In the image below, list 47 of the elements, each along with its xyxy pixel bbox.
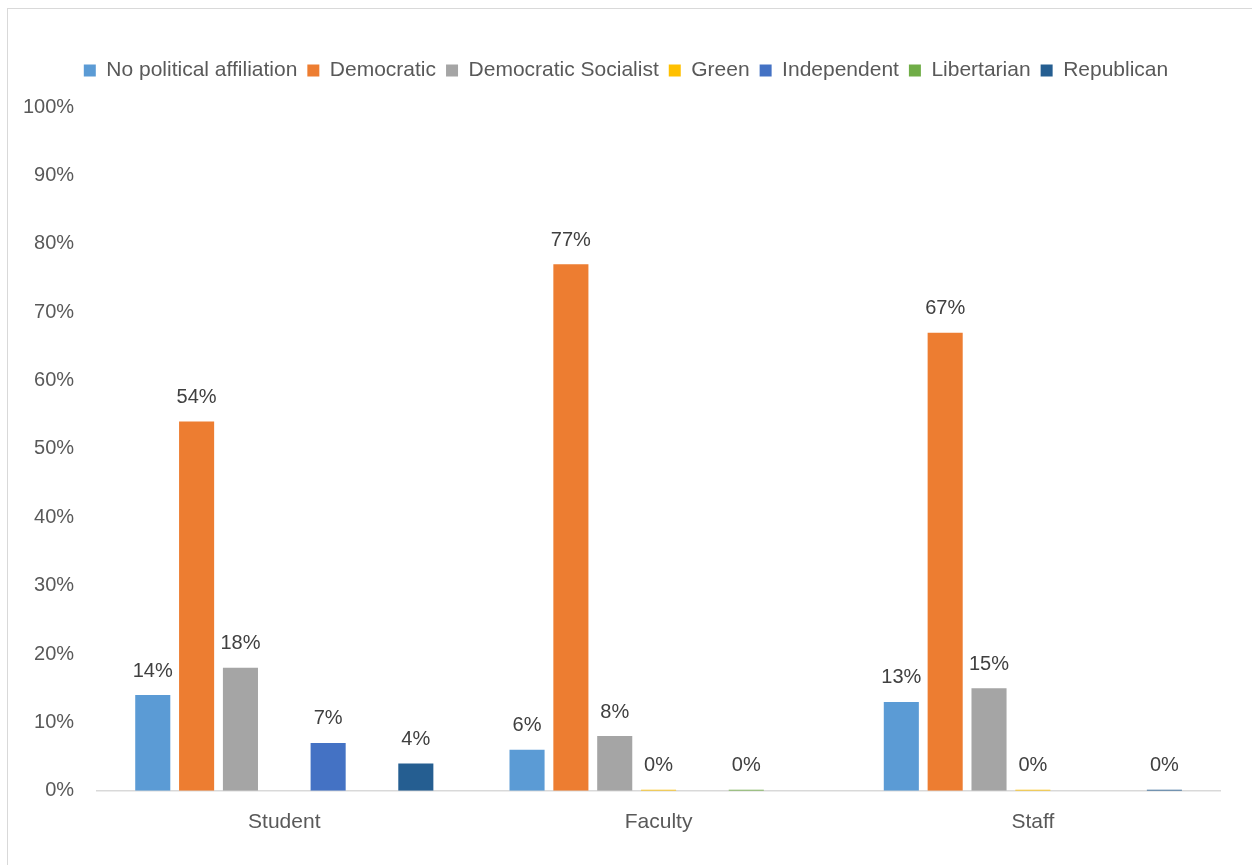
y-tick-label: 40% (34, 504, 75, 527)
y-tick-label: 30% (34, 573, 75, 596)
data-label: 0% (644, 753, 674, 776)
data-label: 77% (550, 227, 592, 250)
data-label: 13% (881, 665, 922, 688)
y-tick-label: 10% (34, 709, 75, 732)
data-label: 4% (401, 726, 431, 749)
y-tick-label: 20% (34, 641, 75, 664)
legend-label: Green (691, 57, 750, 81)
bar (597, 736, 633, 791)
y-tick-label: 100% (23, 94, 75, 117)
bar (398, 763, 434, 791)
data-label: 8% (600, 699, 630, 722)
data-label: 14% (132, 658, 173, 681)
y-tick-label: 60% (34, 368, 75, 391)
data-label: 18% (220, 631, 261, 654)
legend-label: Independent (782, 57, 900, 81)
legend-label: Republican (1063, 57, 1169, 81)
legend-label: Democratic (329, 57, 437, 81)
data-label: 54% (176, 385, 217, 408)
legend-label: No political affiliation (106, 57, 298, 81)
x-tick-label: Staff (1011, 809, 1055, 833)
bar (509, 749, 545, 791)
data-label: 6% (512, 713, 542, 736)
legend-label: Democratic Socialist (468, 57, 659, 81)
data-label: 67% (925, 296, 966, 319)
y-tick-label: 50% (34, 436, 75, 459)
bar (179, 421, 215, 791)
bar (135, 695, 171, 791)
y-tick-label: 0% (45, 778, 75, 801)
bar (553, 264, 589, 791)
bar (222, 667, 258, 791)
x-tick-label: Student (248, 809, 321, 833)
y-tick-label: 80% (34, 231, 75, 254)
bar (310, 742, 346, 791)
data-label: 15% (969, 651, 1010, 674)
bar (883, 701, 919, 791)
y-tick-label: 70% (34, 299, 75, 322)
data-label: 7% (313, 706, 343, 729)
data-label: 0% (1149, 753, 1180, 776)
legend-label: Libertarian (931, 57, 1031, 81)
y-tick-label: 90% (34, 162, 75, 185)
data-label: 0% (731, 753, 761, 776)
data-label: 0% (1018, 753, 1048, 776)
x-tick-label: Faculty (624, 809, 693, 833)
bar (927, 332, 963, 791)
bar (971, 688, 1007, 791)
